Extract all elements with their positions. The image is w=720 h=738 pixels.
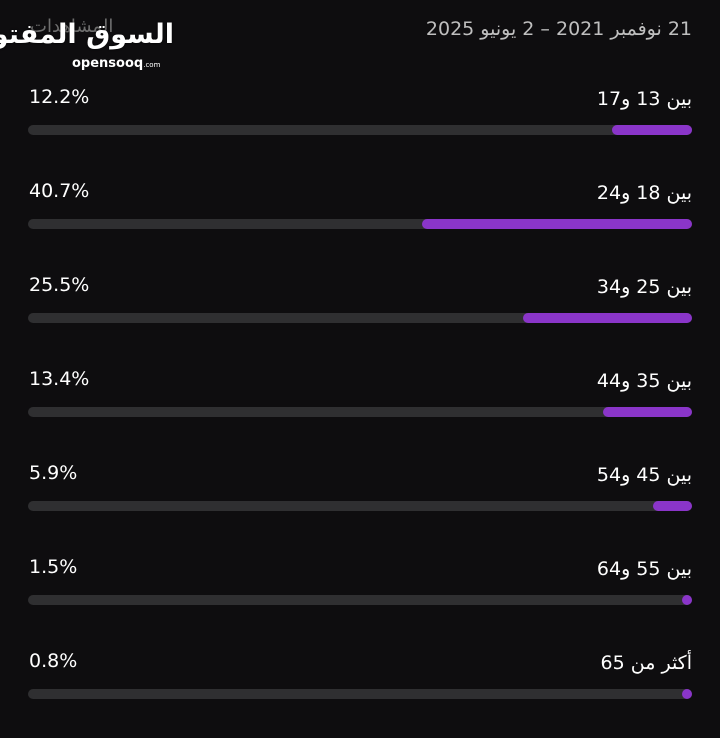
age-row: 0.8% أكثر من 65 [0, 644, 720, 738]
progress-track [28, 313, 692, 323]
progress-fill [653, 501, 692, 511]
header: 21 نوفمبر 2021 – 2 يونيو 2025 المشاهدات … [0, 0, 720, 80]
logo-latin-text: opensooq.com [72, 56, 160, 71]
section-title: المشاهدات [30, 16, 114, 37]
date-range: 21 نوفمبر 2021 – 2 يونيو 2025 [425, 18, 692, 40]
progress-track [28, 501, 692, 511]
age-percent: 40.7% [29, 180, 90, 202]
age-row: 1.5% بين 55 و64 [0, 550, 720, 644]
progress-track [28, 219, 692, 229]
age-label: بين 35 و44 [596, 370, 692, 392]
age-percent: 25.5% [29, 274, 90, 296]
age-label: بين 13 و17 [596, 88, 692, 110]
age-percent: 0.8% [29, 650, 78, 672]
age-percent: 5.9% [29, 462, 78, 484]
progress-fill [523, 313, 692, 323]
progress-track [28, 689, 692, 699]
age-label: بين 45 و54 [596, 464, 692, 486]
age-label: بين 18 و24 [596, 182, 692, 204]
progress-fill [682, 689, 692, 699]
progress-fill [603, 407, 692, 417]
progress-fill [682, 595, 692, 605]
logo-arabic-text: السوق المفتوح [0, 19, 175, 50]
age-percent: 12.2% [29, 86, 90, 108]
age-row: 12.2% بين 13 و17 [0, 80, 720, 174]
opensooq-logo: السوق المفتوح opensooq.com [0, 18, 175, 71]
age-label: بين 55 و64 [596, 558, 692, 580]
age-row: 13.4% بين 35 و44 [0, 362, 720, 456]
progress-track [28, 125, 692, 135]
age-label: بين 25 و34 [596, 276, 692, 298]
age-percent: 13.4% [29, 368, 90, 390]
progress-fill [612, 125, 692, 135]
age-percent: 1.5% [29, 556, 78, 578]
logo-latin-name: opensooq [72, 56, 144, 71]
progress-track [28, 407, 692, 417]
age-label: أكثر من 65 [600, 652, 692, 674]
age-row: 25.5% بين 25 و34 [0, 268, 720, 362]
progress-track [28, 595, 692, 605]
logo-latin-suffix: .com [143, 61, 161, 69]
progress-fill [422, 219, 692, 229]
age-row: 40.7% بين 18 و24 [0, 174, 720, 268]
age-distribution-list: 12.2% بين 13 و17 40.7% بين 18 و24 25.5% … [0, 80, 720, 738]
age-row: 5.9% بين 45 و54 [0, 456, 720, 550]
